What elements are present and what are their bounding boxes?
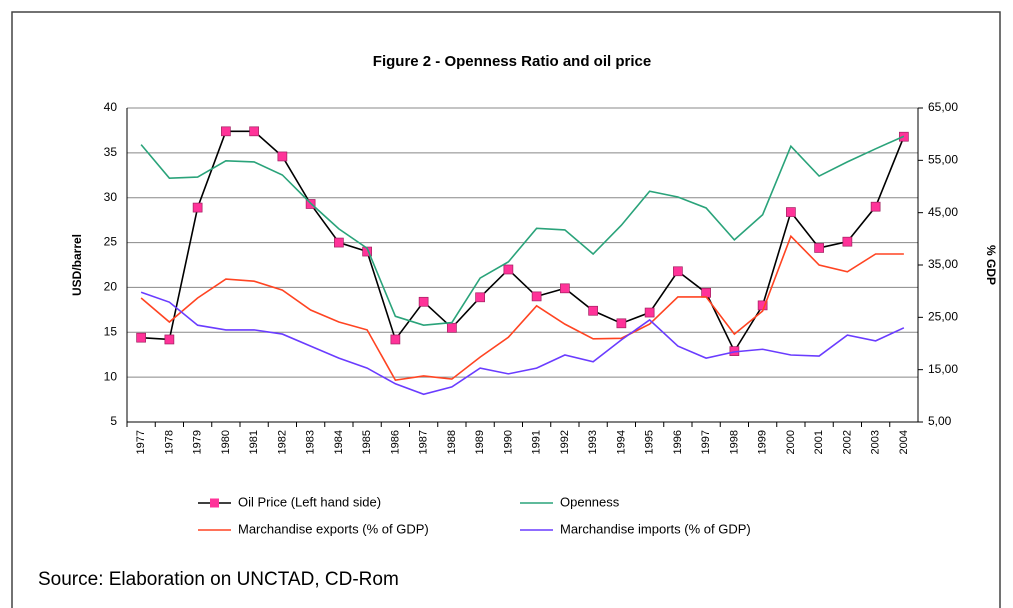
x-tick-label: 2001 (813, 430, 825, 454)
source-note: Source: Elaboration on UNCTAD, CD-Rom (38, 569, 399, 590)
x-tick-label: 1985 (361, 430, 373, 454)
x-tick-label: 1979 (192, 430, 204, 454)
y-axis-label: USD/barrel (70, 234, 84, 296)
x-tick-label: 2002 (841, 430, 853, 454)
y2-tick-label: 35,00 (928, 257, 958, 271)
marker (701, 287, 711, 298)
legend-label: Openness (560, 494, 620, 509)
x-tick-label: 1988 (446, 430, 458, 454)
y2-tick-label: 15,00 (928, 362, 958, 376)
x-tick-label: 2000 (785, 430, 797, 454)
frame (11, 11, 1001, 608)
marker (221, 126, 231, 137)
x-tick-label: 2004 (898, 430, 910, 454)
x-tick-label: 1997 (700, 430, 712, 454)
y2-tick-label: 5,00 (928, 414, 952, 428)
legend-label: Marchandise exports (% of GDP) (238, 521, 429, 536)
x-tick-label: 1994 (615, 430, 627, 454)
x-tick-label: 1989 (474, 430, 486, 454)
x-tick-label: 1981 (248, 430, 260, 454)
legend-label: Oil Price (Left hand side) (238, 494, 381, 509)
x-tick-label: 1980 (220, 430, 232, 454)
x-tick-label: 1987 (418, 430, 430, 454)
y-tick-label: 30 (104, 190, 118, 204)
marker (503, 264, 514, 275)
x-tick-label: 1995 (644, 430, 656, 454)
marker (418, 296, 429, 307)
x-tick-label: 1993 (587, 430, 599, 454)
marker (588, 305, 598, 316)
marker (786, 207, 796, 217)
marker (814, 243, 824, 253)
series-line (140, 291, 905, 396)
x-tick-label: 1991 (531, 430, 543, 454)
y2-tick-label: 25,00 (928, 310, 958, 324)
x-tick-label: 1984 (333, 430, 345, 454)
marker (842, 236, 853, 247)
y-tick-label: 40 (104, 100, 118, 114)
marker (362, 246, 372, 257)
x-tick-label: 1999 (757, 430, 769, 454)
marker (673, 266, 683, 277)
marker (560, 283, 570, 294)
x-tick-label: 1986 (389, 430, 401, 454)
x-tick-label: 1998 (728, 430, 740, 454)
marker (334, 237, 344, 248)
x-tick-label: 1982 (276, 430, 288, 454)
x-tick-label: 1992 (559, 430, 571, 454)
y2-axis-label: % GDP (984, 245, 998, 285)
x-tick-label: 1983 (305, 430, 317, 454)
marker (644, 307, 655, 318)
marker (277, 151, 288, 162)
x-tick-label: 1977 (135, 430, 147, 454)
legend-marker (210, 498, 219, 508)
y-tick-label: 10 (104, 369, 118, 383)
y-tick-label: 25 (104, 235, 118, 249)
marker (390, 334, 401, 345)
marker (192, 202, 203, 213)
y-tick-label: 5 (110, 414, 117, 428)
marker (136, 332, 146, 343)
marker (616, 318, 627, 329)
y2-tick-label: 65,00 (928, 100, 958, 114)
marker (447, 322, 457, 333)
y-tick-label: 20 (104, 280, 118, 294)
x-tick-label: 1996 (672, 430, 684, 454)
marker (870, 201, 881, 212)
chart-title: Figure 2 - Openness Ratio and oil price (373, 53, 651, 70)
y-tick-label: 35 (104, 145, 118, 159)
x-tick-label: 2003 (870, 430, 882, 454)
marker (249, 126, 259, 137)
marker (475, 292, 485, 303)
series-line (140, 234, 904, 382)
y2-tick-label: 45,00 (928, 205, 958, 219)
y-tick-label: 15 (104, 324, 118, 338)
x-tick-label: 1990 (502, 430, 514, 454)
legend-label: Marchandise imports (% of GDP) (560, 521, 751, 536)
series-line (141, 130, 905, 353)
marker (164, 334, 175, 345)
marker (531, 291, 542, 302)
x-tick-label: 1978 (163, 430, 175, 454)
series-line (140, 135, 905, 326)
y2-tick-label: 55,00 (928, 153, 958, 167)
